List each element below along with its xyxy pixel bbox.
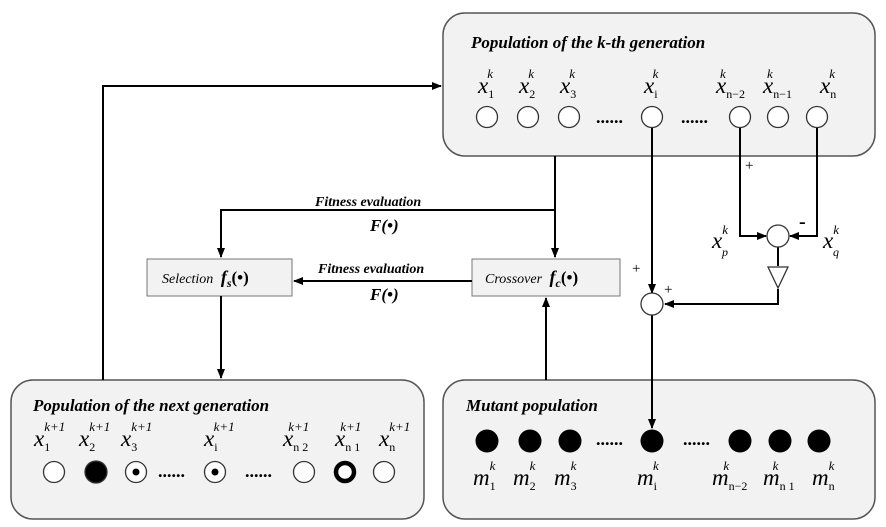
next-population-title: Population of the next generation	[32, 396, 269, 415]
next-node-thick	[333, 460, 357, 484]
next-population-nodes	[42, 460, 396, 484]
selection-label: Selection fs(•)	[162, 267, 249, 290]
crossover-box	[471, 258, 621, 297]
mutant-ellipsis-left: ......	[596, 429, 623, 449]
x3-k-label: x3k	[559, 66, 576, 101]
mutant-ellipsis-right: ......	[683, 429, 710, 449]
mutant-node	[640, 429, 664, 453]
mn-1-label: mn 1k	[763, 458, 795, 493]
fitness-top-label: Fitness evaluation	[314, 195, 421, 210]
x3-next-label: x3k+1	[120, 419, 152, 454]
xi-k-label: xik	[643, 66, 659, 101]
xn-next-label: xnk+1	[378, 419, 410, 454]
population-k-node	[516, 105, 540, 129]
mutant-node	[475, 429, 499, 453]
population-k-node	[728, 105, 752, 129]
next-population-ellipsis-left: ......	[158, 461, 185, 481]
x2-next-label: x2k+1	[78, 419, 110, 454]
mutant-node	[518, 429, 542, 453]
next-node-empty	[292, 460, 316, 484]
x1-next-label: x1k+1	[33, 419, 65, 454]
m3-label: m3k	[554, 458, 577, 493]
population-k-node	[557, 105, 581, 129]
next-node-filled	[84, 460, 108, 484]
mutant-node	[807, 429, 831, 453]
mutant-node	[558, 429, 582, 453]
connector-lines	[102, 82, 818, 429]
xi-next-label: xik+1	[203, 419, 235, 454]
population-k-node	[805, 105, 829, 129]
population-k-node	[475, 105, 499, 129]
m2-label: m2k	[513, 458, 536, 493]
sum-node	[640, 292, 664, 316]
mi-label: mik	[637, 458, 659, 493]
gain-to-sum-arrow	[664, 289, 779, 308]
fitness-top-func: F(•)	[369, 216, 399, 235]
next-population-box	[10, 379, 425, 520]
xp-to-diff-arrow	[739, 128, 767, 240]
population-k-box	[442, 12, 876, 157]
fitness-top-arrow	[217, 209, 555, 258]
selection-box	[146, 258, 293, 297]
sum-plus-left: +	[632, 261, 640, 277]
xn-k-label: xnk	[819, 66, 836, 101]
x2-k-label: x2k	[518, 66, 535, 101]
population-k-labels: x1k x2k x3k xik xn−2k xn−1k xnk	[477, 66, 836, 101]
loop-back-arrow	[102, 82, 442, 380]
xn-2-k-label: xn−2k	[715, 66, 745, 101]
diff-minus-sign: -	[799, 211, 806, 233]
sum-plus-right: +	[664, 282, 672, 298]
diff-plus-sign: +	[745, 158, 753, 174]
next-population-ellipsis-right: ......	[245, 461, 272, 481]
xp-label: xk p	[711, 222, 728, 259]
difference-node	[766, 224, 790, 248]
xn-1-k-label: xn−1k	[762, 66, 792, 101]
next-population-labels: x1k+1 x2k+1 x3k+1 xik+1 xn 2k+1 xn 1k+1 …	[33, 419, 410, 454]
next-node-dot-center	[132, 468, 140, 476]
population-k-title: Population of the k-th generation	[470, 33, 705, 52]
next-node-empty	[372, 460, 396, 484]
m1-label: m1k	[473, 458, 496, 493]
next-node-dot-center	[211, 468, 219, 476]
next-node-empty	[42, 460, 66, 484]
mutant-population-title: Mutant population	[465, 396, 598, 415]
xn-2-next-label: xn 2k+1	[282, 419, 309, 454]
x1-k-label: x1k	[477, 66, 494, 101]
population-k-nodes	[475, 105, 829, 129]
fitness-mid-func: F(•)	[369, 285, 399, 304]
mutant-population-labels: m1k m2k m3k mik mn−2k mn 1k mnk	[473, 458, 835, 493]
mutant-population-nodes	[475, 429, 831, 453]
fitness-mid-label: Fitness evaluation	[317, 262, 424, 277]
population-k-ellipsis-left: ......	[596, 107, 623, 127]
crossover-label: Crossover fc(•)	[485, 267, 578, 290]
scale-factor-triangle	[766, 266, 790, 290]
population-k-ellipsis-right: ......	[681, 107, 708, 127]
mn-2-label: mn−2k	[712, 458, 747, 493]
xq-to-diff-arrow	[789, 128, 818, 240]
population-k-node	[766, 105, 790, 129]
xn-1-next-label: xn 1k+1	[334, 419, 361, 454]
mn-label: mnk	[812, 458, 835, 493]
mutant-node	[728, 429, 752, 453]
population-k-node	[640, 105, 664, 129]
mutant-node	[768, 429, 792, 453]
xq-label: xk q	[822, 222, 839, 259]
